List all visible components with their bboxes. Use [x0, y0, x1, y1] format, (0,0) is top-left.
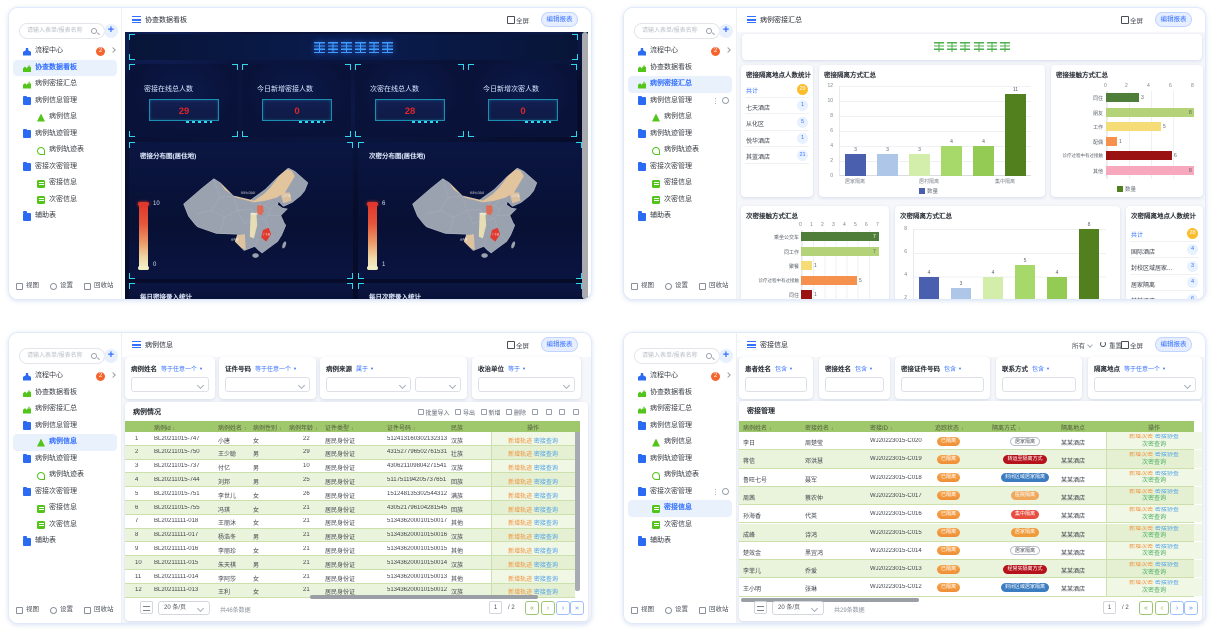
- svg-text:辽宁省: 辽宁省: [283, 194, 291, 198]
- svg-text:陕西省: 陕西省: [251, 212, 259, 216]
- svg-text:云南省: 云南省: [231, 237, 239, 241]
- svg-text:广东省: 广东省: [263, 232, 271, 236]
- svg-text:内蒙古自治区: 内蒙古自治区: [241, 190, 256, 194]
